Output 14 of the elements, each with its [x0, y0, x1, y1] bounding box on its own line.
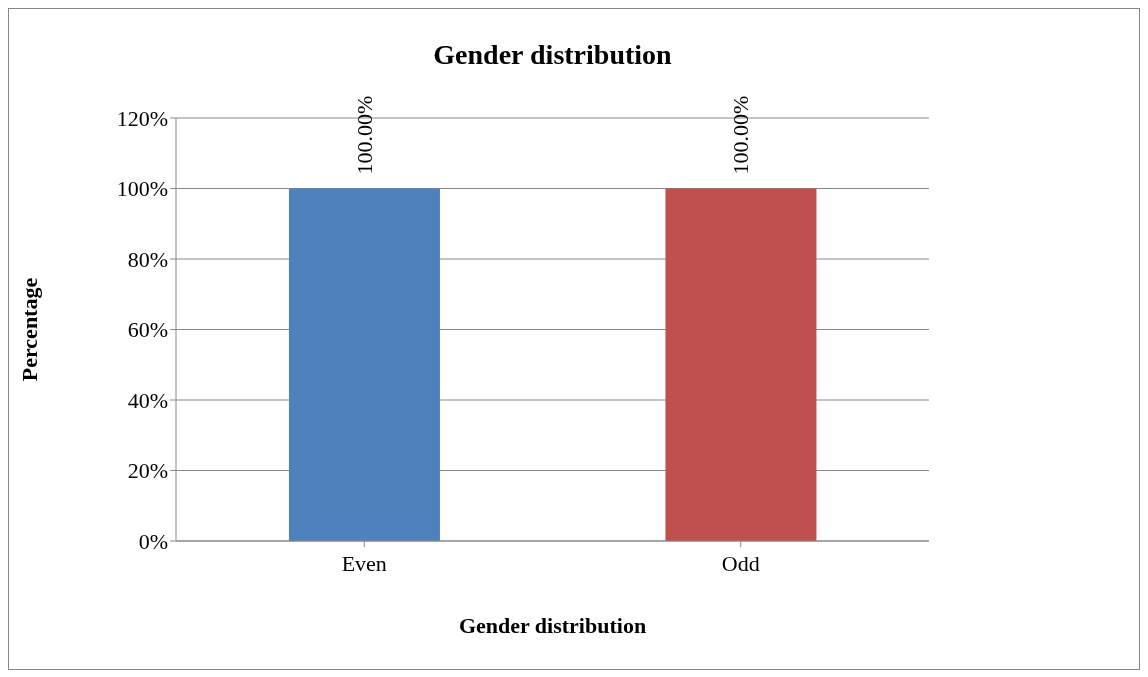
chart-title: Gender distribution	[432, 39, 673, 71]
y-tick-label: 60%	[127, 317, 168, 343]
y-tick-label: 100%	[116, 176, 168, 202]
x-tick-label: Even	[341, 550, 387, 576]
y-tick-label: 40%	[127, 387, 168, 413]
y-tick-label: 20%	[127, 458, 168, 484]
y-axis-title: Percentage	[16, 277, 42, 382]
data-label: 100.00%	[351, 95, 377, 175]
data-label: 100.00%	[728, 95, 754, 175]
x-tick-label: Odd	[721, 550, 760, 576]
y-tick-label: 0%	[138, 528, 168, 554]
y-tick-label: 120%	[116, 105, 168, 131]
x-axis-title: Gender distribution	[458, 613, 647, 638]
y-tick-label: 80%	[127, 246, 168, 272]
